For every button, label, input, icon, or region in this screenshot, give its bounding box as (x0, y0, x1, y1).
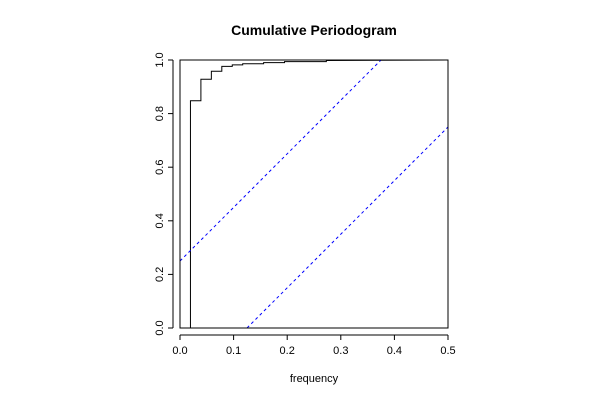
x-tick-label: 0.1 (226, 345, 241, 357)
y-tick-label: 0.0 (154, 320, 166, 335)
x-axis: 0.0 0.1 0.2 0.3 0.4 0.5 (172, 334, 456, 357)
y-tick-label: 0.8 (154, 106, 166, 121)
y-axis: 0.0 0.2 0.4 0.6 0.8 1.0 (154, 52, 174, 336)
x-tick-label: 0.5 (440, 345, 455, 357)
y-tick-label: 0.6 (154, 160, 166, 175)
y-tick-label: 0.4 (154, 213, 166, 228)
plot-frame (179, 59, 449, 329)
x-tick-label: 0.2 (280, 345, 295, 357)
x-tick-label: 0.0 (172, 345, 187, 357)
chart-title: Cumulative Periodogram (231, 22, 397, 38)
x-axis-label: frequency (290, 373, 339, 385)
confidence-band-line-2 (246, 126, 448, 328)
y-tick-label: 1.0 (154, 52, 166, 67)
confidence-band-line-1 (180, 60, 382, 262)
cumulative-periodogram-line (189, 60, 448, 328)
plot-area (180, 60, 448, 328)
x-tick-label: 0.3 (333, 345, 348, 357)
y-tick-label: 0.2 (154, 267, 166, 282)
x-tick-label: 0.4 (387, 345, 402, 357)
